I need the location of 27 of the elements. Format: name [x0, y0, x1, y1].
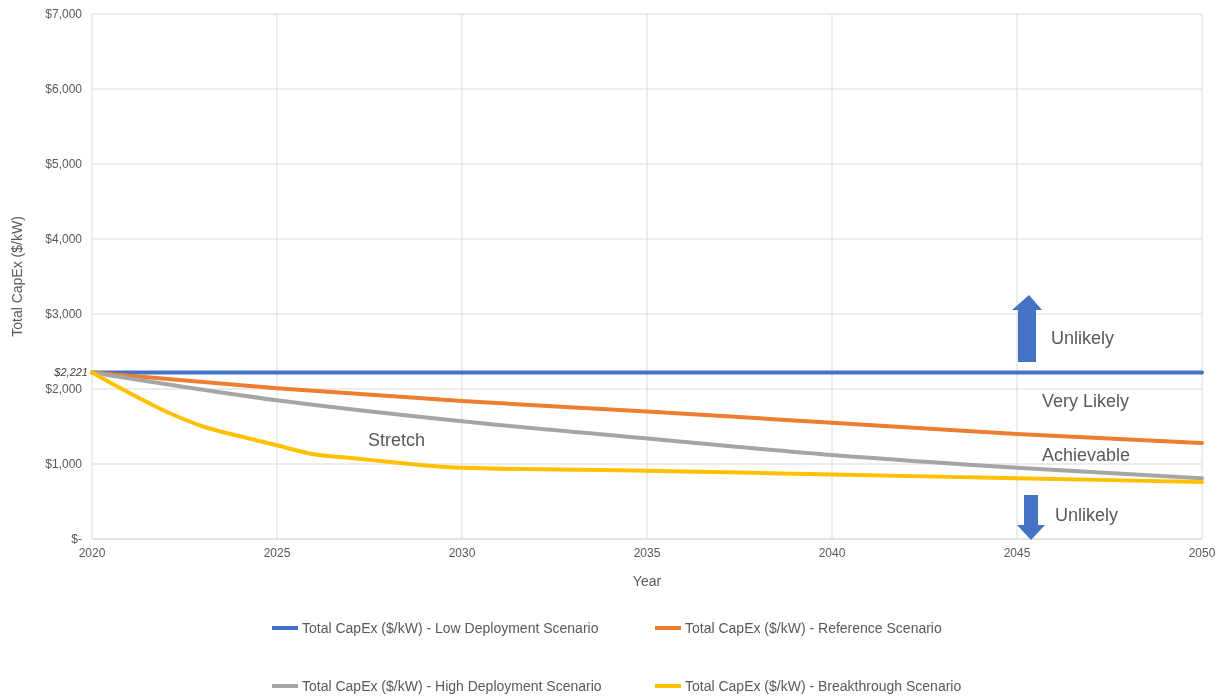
x-tick-label: 2020: [78, 546, 106, 560]
annotation: Unlikely: [1051, 328, 1115, 349]
x-tick-label: 2040: [818, 546, 846, 560]
legend-label: Total CapEx ($/kW) - Reference Scenario: [685, 619, 942, 636]
y-tick-label: $1,000: [45, 457, 83, 472]
y-tick-label: $2,000: [45, 382, 83, 397]
x-tick-label: 2045: [1003, 546, 1031, 560]
y-tick-label: $6,000: [45, 82, 83, 97]
legend-label: Total CapEx ($/kW) - High Deployment Scenario: [302, 677, 602, 694]
y-tick-label: $3,000: [45, 307, 83, 322]
legend-label: Total CapEx ($/kW) - Low Deployment Scenario: [302, 619, 599, 636]
annotation: Unlikely: [1055, 505, 1119, 526]
annotation: Stretch: [368, 430, 426, 451]
y-tick-label: $4,000: [45, 232, 83, 247]
x-axis-title: Year: [632, 573, 662, 589]
y-tick-label: $-: [71, 532, 82, 547]
annotation: Achievable: [1042, 445, 1131, 466]
y-tick-label: $7,000: [45, 7, 83, 22]
x-tick-label: 2050: [1188, 546, 1216, 560]
annotation: $2,221: [53, 366, 88, 379]
y-axis-title: Total CapEx ($/kW): [9, 216, 25, 337]
legend-label: Total CapEx ($/kW) - Breakthrough Scenario: [685, 677, 962, 694]
x-tick-label: 2035: [633, 546, 661, 560]
x-tick-label: 2030: [448, 546, 476, 560]
annotation: Very Likely: [1042, 391, 1130, 412]
x-tick-label: 2025: [263, 546, 291, 560]
y-tick-label: $5,000: [45, 157, 83, 172]
